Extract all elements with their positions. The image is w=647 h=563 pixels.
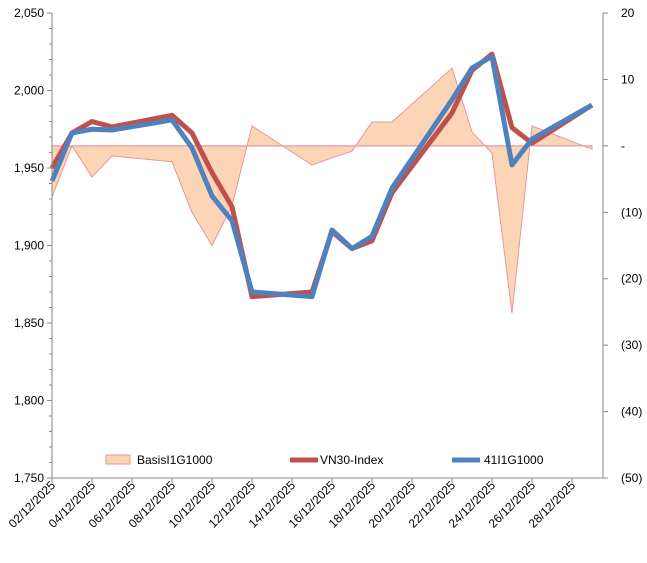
legend-label: 41I1G1000 [484, 453, 544, 467]
y-right-tick-label: (20) [621, 272, 642, 286]
y-right-tick-label: (50) [621, 471, 642, 485]
y-left-tick-label: 2,050 [14, 6, 44, 20]
legend-swatch-basis [106, 455, 130, 464]
legend: BasisI1G1000 VN30-Index 41I1G1000 [106, 453, 544, 467]
y-right-tick-label: 20 [621, 6, 635, 20]
y-left-tick-label: 1,800 [14, 394, 44, 408]
y-right-tick-label: - [621, 139, 625, 153]
y-left-tick-label: 1,850 [14, 316, 44, 330]
y-left-tick-label: 1,900 [14, 239, 44, 253]
y-left-tick-label: 1,750 [14, 471, 44, 485]
y-right-tick-label: 10 [621, 72, 635, 86]
y-right-tick-label: (10) [621, 205, 642, 219]
y-left-tick-label: 1,950 [14, 161, 44, 175]
legend-label: BasisI1G1000 [137, 453, 213, 467]
y-left-tick-label: 2,000 [14, 84, 44, 98]
y-right-tick-label: (40) [621, 405, 642, 419]
legend-label: VN30-Index [320, 453, 383, 467]
y-right-tick-label: (30) [621, 338, 642, 352]
series-basis-area [52, 68, 592, 313]
